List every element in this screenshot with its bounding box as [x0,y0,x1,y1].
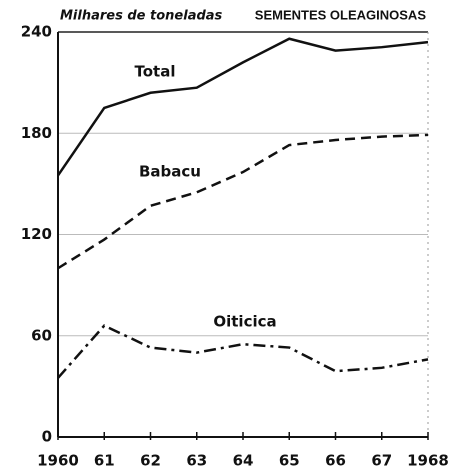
y-tick-label: 240 [21,23,52,41]
y-axis-label: Milhares de toneladas [60,9,223,24]
series-label: Babacu [139,163,201,181]
x-tick-label: 63 [186,452,207,470]
x-tick-label: 61 [94,452,115,470]
x-tick-label: 1968 [407,452,449,470]
x-tick-label: 66 [325,452,346,470]
series-label: Oiticica [213,313,276,331]
y-tick-label: 60 [31,326,52,344]
series-line [57,133,429,270]
x-tick-label: 62 [140,452,161,470]
x-tick-label: 1960 [37,452,79,470]
y-tick-label: 0 [42,428,52,446]
y-tick-label: 120 [21,225,52,243]
x-tick-label: 64 [233,452,254,470]
x-tick-label: 65 [279,452,300,470]
x-tick-label: 67 [371,452,392,470]
series-line [57,324,429,379]
y-tick-label: 180 [21,124,52,142]
series-line [56,37,429,177]
series-label: Total [135,63,176,81]
chart-title: SEMENTES OLEAGINOSAS [255,7,427,22]
